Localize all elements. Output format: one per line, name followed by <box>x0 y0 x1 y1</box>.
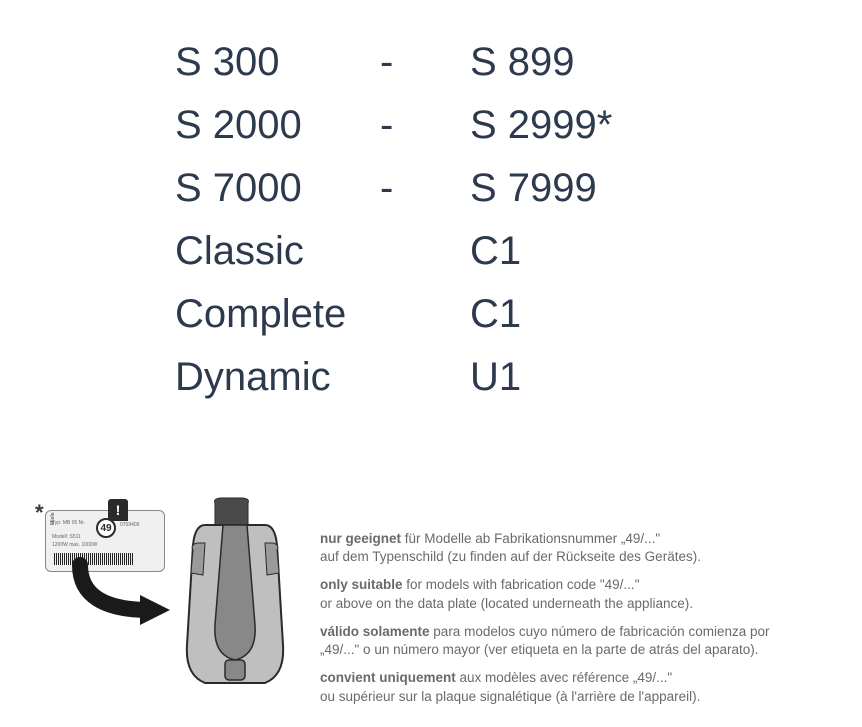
model-code: U1 <box>470 355 521 400</box>
note-text: aux modèles avec référence „49/..." <box>456 670 672 685</box>
note-bold: válido solamente <box>320 624 430 639</box>
note-en: only suitable for models with fabricatio… <box>320 576 840 612</box>
range-dash: - <box>380 40 470 85</box>
note-de: nur geeignet für Modelle ab Fabrikations… <box>320 530 840 566</box>
model-row: S 300 - S 899 <box>175 40 612 85</box>
model-row: S 2000 - S 2999* <box>175 103 612 148</box>
range-dash: - <box>380 103 470 148</box>
arrow-icon <box>70 555 190 635</box>
note-text: „49/..." o un número mayor (ver etiqueta… <box>320 642 759 657</box>
range-dash: - <box>380 166 470 211</box>
model-to: S 7999 <box>470 166 597 211</box>
model-series: Complete <box>175 292 380 337</box>
model-compatibility-list: S 300 - S 899 S 2000 - S 2999* S 7000 - … <box>175 40 612 418</box>
note-es: válido solamente para modelos cuyo númer… <box>320 623 840 659</box>
note-text: ou supérieur sur la plaque signalétique … <box>320 689 700 704</box>
note-bold: nur geeignet <box>320 531 401 546</box>
note-text: für Modelle ab Fabrikationsnummer „49/..… <box>401 531 660 546</box>
plate-serial: 0709409 <box>120 523 139 529</box>
plate-brand: Miele <box>51 512 57 525</box>
model-row: Dynamic U1 <box>175 355 612 400</box>
vacuum-rear-illustration <box>175 495 295 695</box>
model-series: Classic <box>175 229 380 274</box>
footnote-asterisk: * <box>35 500 44 526</box>
model-from: S 2000 <box>175 103 380 148</box>
model-code: C1 <box>470 229 521 274</box>
fabrication-code-circle: 49 <box>96 518 116 538</box>
model-row: Classic C1 <box>175 229 612 274</box>
model-series: Dynamic <box>175 355 380 400</box>
note-text: for models with fabrication code "49/...… <box>403 577 640 592</box>
note-text: auf dem Typenschild (zu finden auf der R… <box>320 549 701 564</box>
plate-line: Modell: S511 <box>52 535 81 541</box>
footnote-text-block: nur geeignet für Modelle ab Fabrikations… <box>320 530 840 716</box>
model-code: C1 <box>470 292 521 337</box>
note-text: para modelos cuyo número de fabricación … <box>430 624 770 639</box>
model-row: Complete C1 <box>175 292 612 337</box>
model-from: S 300 <box>175 40 380 85</box>
model-row: S 7000 - S 7999 <box>175 166 612 211</box>
plate-line: Typ: MB 05 Nr. <box>52 521 85 527</box>
note-text: or above on the data plate (located unde… <box>320 596 693 611</box>
model-from: S 7000 <box>175 166 380 211</box>
note-bold: convient uniquement <box>320 670 456 685</box>
plate-line: 1200W max. 1000W <box>52 543 97 549</box>
note-fr: convient uniquement aux modèles avec réf… <box>320 669 840 705</box>
exclamation-clip-icon <box>108 499 128 521</box>
note-bold: only suitable <box>320 577 403 592</box>
model-to: S 899 <box>470 40 575 85</box>
model-to: S 2999* <box>470 103 612 148</box>
